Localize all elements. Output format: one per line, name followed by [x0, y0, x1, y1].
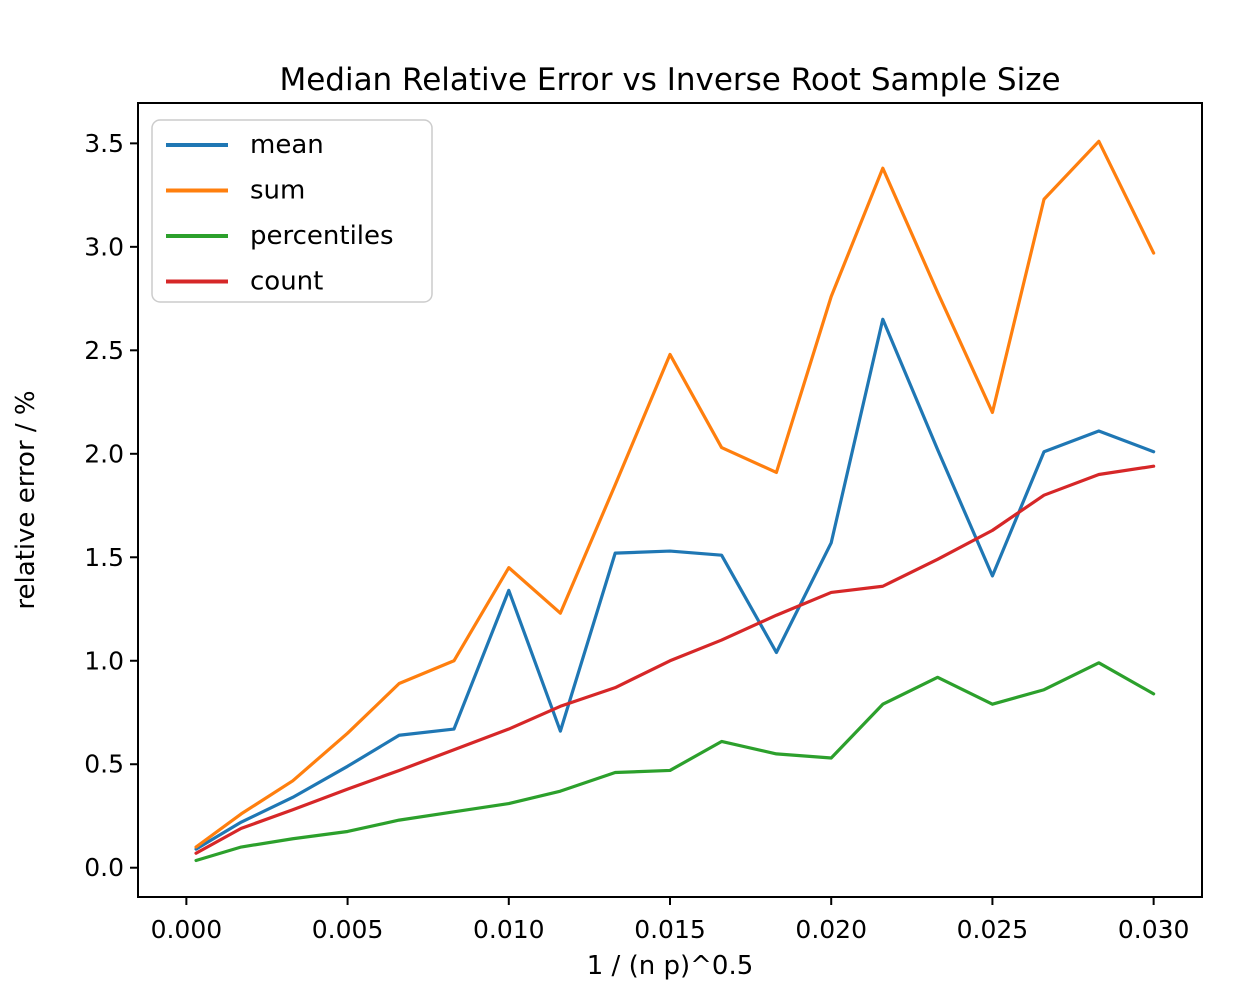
y-tick-label: 0.0 — [84, 853, 124, 882]
series-line-percentiles — [194, 661, 1156, 863]
plot-area: 0.000 0.005 0.010 0.015 0.020 0.025 0.030 0.0 0.… — [84, 102, 1203, 944]
y-tick-label: 3.0 — [84, 232, 124, 261]
x-tick-label: 0.015 — [634, 915, 706, 944]
chart-title: Median Relative Error vs Inverse Root Sa… — [279, 62, 1060, 98]
x-tick-label: 0.005 — [312, 915, 384, 944]
axes-frame — [137, 102, 1203, 898]
legend-box — [151, 119, 433, 303]
x-tick-label: 0.030 — [1118, 915, 1190, 944]
y-tick-label: 1.5 — [84, 543, 124, 572]
x-axis-label: 1 / (n p)^0.5 — [587, 951, 754, 981]
y-tick-label: 2.5 — [84, 336, 124, 365]
x-tick-label: 0.000 — [151, 915, 223, 944]
legend-label-percentiles: percentiles — [250, 221, 394, 251]
series-line-mean — [194, 317, 1156, 851]
legend-label-count: count — [250, 267, 323, 297]
series-line-count — [194, 464, 1156, 855]
x-tick-label: 0.010 — [473, 915, 545, 944]
y-tick-label: 3.5 — [84, 129, 124, 158]
series-line-sum — [194, 139, 1156, 849]
y-tick-label: 2.0 — [84, 439, 124, 468]
y-tick-label: 0.5 — [84, 750, 124, 779]
x-tick-label: 0.020 — [795, 915, 867, 944]
x-tick-label: 0.025 — [957, 915, 1029, 944]
y-tick-label: 1.0 — [84, 646, 124, 675]
legend-label-sum: sum — [250, 176, 305, 206]
legend-label-mean: mean — [250, 130, 324, 160]
y-axis-label: relative error / % — [11, 390, 41, 609]
